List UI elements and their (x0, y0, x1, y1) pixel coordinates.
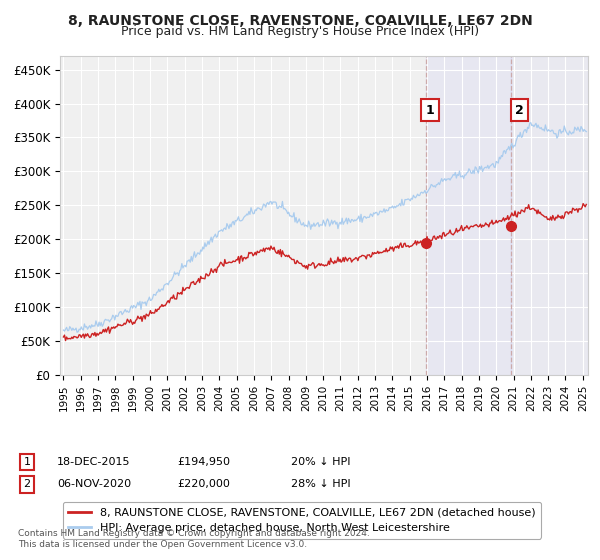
Text: £220,000: £220,000 (177, 479, 230, 489)
Text: 1: 1 (23, 457, 31, 467)
Text: 06-NOV-2020: 06-NOV-2020 (57, 479, 131, 489)
Text: 20% ↓ HPI: 20% ↓ HPI (291, 457, 350, 467)
Text: Contains HM Land Registry data © Crown copyright and database right 2024.
This d: Contains HM Land Registry data © Crown c… (18, 529, 370, 549)
Text: Price paid vs. HM Land Registry's House Price Index (HPI): Price paid vs. HM Land Registry's House … (121, 25, 479, 38)
Text: 18-DEC-2015: 18-DEC-2015 (57, 457, 131, 467)
Bar (427, 56, 511, 375)
Legend: 8, RAUNSTONE CLOSE, RAVENSTONE, COALVILLE, LE67 2DN (detached house), HPI: Avera: 8, RAUNSTONE CLOSE, RAVENSTONE, COALVILL… (63, 502, 541, 539)
Text: £194,950: £194,950 (177, 457, 230, 467)
Text: 8, RAUNSTONE CLOSE, RAVENSTONE, COALVILLE, LE67 2DN: 8, RAUNSTONE CLOSE, RAVENSTONE, COALVILL… (68, 14, 532, 28)
Text: 28% ↓ HPI: 28% ↓ HPI (291, 479, 350, 489)
Bar (511, 56, 588, 375)
Text: 1: 1 (425, 104, 434, 117)
Text: 2: 2 (515, 104, 524, 117)
Text: 2: 2 (23, 479, 31, 489)
